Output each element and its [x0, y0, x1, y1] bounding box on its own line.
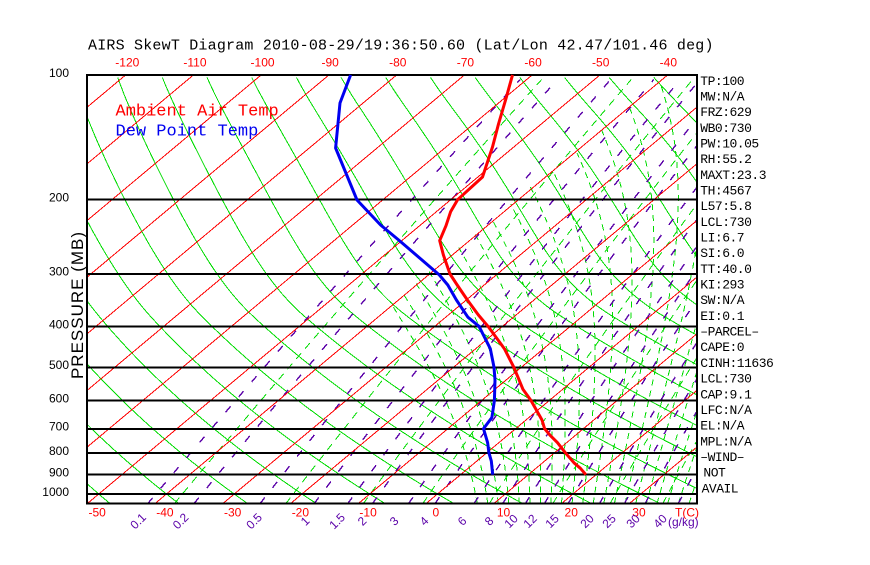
svg-text:TH:4567: TH:4567 — [700, 184, 751, 199]
svg-text:AVAIL: AVAIL — [702, 481, 739, 496]
svg-text:MW:N/A: MW:N/A — [700, 90, 745, 105]
svg-text:SI:6.0: SI:6.0 — [700, 246, 744, 261]
svg-text:-100: -100 — [251, 55, 275, 69]
svg-text:Ambient Air Temp: Ambient Air Temp — [116, 103, 279, 122]
svg-text:500: 500 — [49, 358, 69, 372]
svg-text:PRESSURE (MB): PRESSURE (MB) — [68, 231, 87, 379]
svg-text:900: 900 — [49, 466, 69, 480]
svg-text:-30: -30 — [224, 506, 242, 520]
svg-text:-60: -60 — [524, 55, 542, 69]
svg-text:–PARCEL–: –PARCEL– — [700, 325, 758, 340]
svg-text:0: 0 — [432, 506, 439, 520]
svg-text:–WIND–: –WIND– — [700, 450, 744, 465]
svg-text:-40: -40 — [156, 506, 174, 520]
svg-text:Dew Point Temp: Dew Point Temp — [116, 123, 259, 142]
svg-text:FRZ:629: FRZ:629 — [700, 105, 751, 120]
svg-text:-50: -50 — [592, 55, 610, 69]
svg-text:EI:0.1: EI:0.1 — [700, 309, 745, 324]
svg-text:NOT: NOT — [703, 466, 726, 481]
svg-text:800: 800 — [49, 444, 69, 458]
svg-text:10: 10 — [497, 506, 511, 520]
svg-text:100: 100 — [49, 66, 69, 80]
svg-text:20: 20 — [565, 506, 579, 520]
svg-text:LFC:N/A: LFC:N/A — [700, 403, 752, 418]
svg-text:-70: -70 — [457, 55, 475, 69]
svg-text:700: 700 — [49, 420, 69, 434]
svg-text:-20: -20 — [292, 506, 310, 520]
svg-text:30: 30 — [632, 506, 646, 520]
svg-text:PW:10.05: PW:10.05 — [700, 137, 758, 152]
svg-text:WB0:730: WB0:730 — [700, 121, 751, 136]
svg-text:TP:100: TP:100 — [700, 74, 744, 89]
svg-text:T(C): T(C) — [675, 506, 699, 520]
svg-text:-40: -40 — [660, 55, 678, 69]
svg-text:AIRS SkewT Diagram 2010-08-29/: AIRS SkewT Diagram 2010-08-29/19:36:50.6… — [88, 38, 714, 55]
svg-text:200: 200 — [49, 191, 69, 205]
svg-text:(g/kg): (g/kg) — [668, 515, 699, 529]
svg-text:-90: -90 — [322, 55, 340, 69]
svg-text:LCL:730: LCL:730 — [700, 215, 751, 230]
svg-text:300: 300 — [49, 265, 69, 279]
svg-text:CAP:9.1: CAP:9.1 — [700, 387, 752, 402]
svg-text:LI:6.7: LI:6.7 — [700, 231, 744, 246]
svg-text:L57:5.8: L57:5.8 — [700, 199, 751, 214]
svg-text:LCL:730: LCL:730 — [700, 372, 751, 387]
svg-text:-50: -50 — [89, 506, 107, 520]
svg-text:CINH:11636: CINH:11636 — [700, 356, 773, 371]
svg-text:-120: -120 — [115, 55, 139, 69]
svg-text:-80: -80 — [389, 55, 407, 69]
svg-text:400: 400 — [49, 317, 69, 331]
svg-text:MPL:N/A: MPL:N/A — [700, 434, 752, 449]
svg-text:-110: -110 — [183, 55, 206, 69]
svg-text:KI:293: KI:293 — [700, 278, 744, 293]
svg-text:SW:N/A: SW:N/A — [700, 293, 745, 308]
svg-text:TT:40.0: TT:40.0 — [700, 262, 751, 277]
svg-text:600: 600 — [49, 391, 69, 405]
svg-text:MAXT:23.3: MAXT:23.3 — [700, 168, 766, 183]
svg-text:CAPE:0: CAPE:0 — [700, 340, 744, 355]
svg-text:1000: 1000 — [42, 485, 69, 499]
svg-text:RH:55.2: RH:55.2 — [700, 152, 751, 167]
svg-text:-10: -10 — [359, 506, 377, 520]
svg-text:EL:N/A: EL:N/A — [700, 419, 745, 434]
